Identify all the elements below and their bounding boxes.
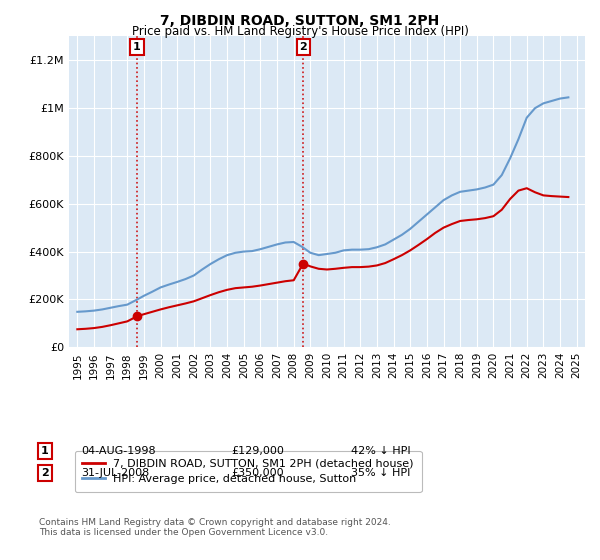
Text: 2: 2 (299, 42, 307, 52)
Text: 1: 1 (133, 42, 141, 52)
Text: 04-AUG-1998: 04-AUG-1998 (81, 446, 155, 456)
Text: 42% ↓ HPI: 42% ↓ HPI (351, 446, 410, 456)
Text: 1: 1 (41, 446, 49, 456)
Text: £350,000: £350,000 (231, 468, 284, 478)
Text: 35% ↓ HPI: 35% ↓ HPI (351, 468, 410, 478)
Text: £129,000: £129,000 (231, 446, 284, 456)
Text: Price paid vs. HM Land Registry's House Price Index (HPI): Price paid vs. HM Land Registry's House … (131, 25, 469, 38)
Text: Contains HM Land Registry data © Crown copyright and database right 2024.
This d: Contains HM Land Registry data © Crown c… (39, 518, 391, 538)
Legend: 7, DIBDIN ROAD, SUTTON, SM1 2PH (detached house), HPI: Average price, detached h: 7, DIBDIN ROAD, SUTTON, SM1 2PH (detache… (74, 451, 422, 492)
Text: 7, DIBDIN ROAD, SUTTON, SM1 2PH: 7, DIBDIN ROAD, SUTTON, SM1 2PH (160, 14, 440, 28)
Text: 31-JUL-2008: 31-JUL-2008 (81, 468, 149, 478)
Text: 2: 2 (41, 468, 49, 478)
